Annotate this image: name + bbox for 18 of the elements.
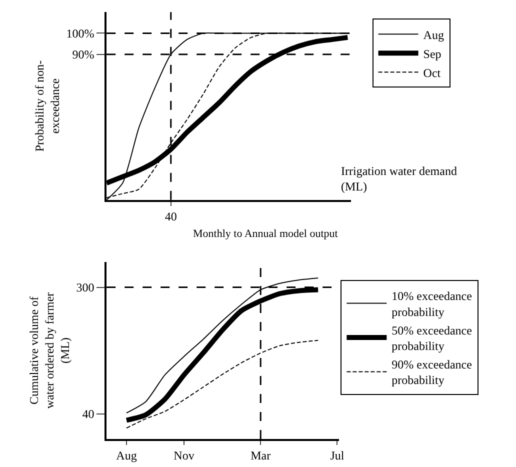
x-tick-label: Jul xyxy=(330,448,345,462)
x-axis-title: Irrigation water demand (ML) xyxy=(341,164,457,194)
x-tick-label: Mar xyxy=(250,448,271,462)
y-tick-label: 100% xyxy=(66,26,94,40)
legend-label: 50% exceedance probability xyxy=(392,323,472,353)
legend-label: Sep xyxy=(423,46,442,61)
x-tick-label: Nov xyxy=(174,448,194,462)
x-tick-label: Aug xyxy=(116,448,137,462)
legend-label: 10% exceedance probability xyxy=(392,289,472,319)
text: Monthly to Annual model output xyxy=(193,228,338,240)
y-tick-label: 90% xyxy=(72,48,94,62)
legend-label: Aug xyxy=(423,28,444,42)
y-tick-label: 300 xyxy=(76,280,94,295)
y-axis-title: Probability of non-exceedance xyxy=(32,60,62,152)
y-tick-label: 40 xyxy=(82,407,94,422)
legend-label: Oct xyxy=(423,66,442,80)
legend-label: 90% exceedance probability xyxy=(392,358,472,388)
y-axis-title: Cumulative volume of water ordered by farmer (ML) xyxy=(26,292,72,409)
